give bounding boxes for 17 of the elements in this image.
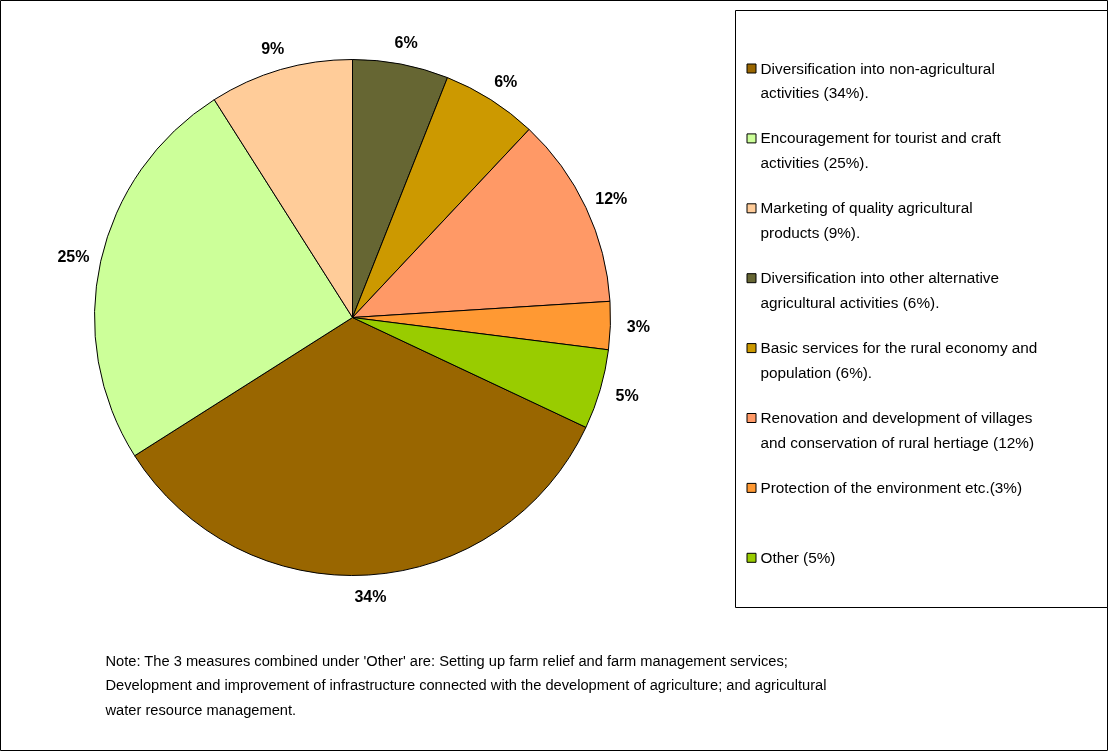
data-label: 9% (261, 40, 285, 58)
legend-label: Basic services for the rural economy and population (6%). (760, 339, 1038, 381)
data-label: 34% (354, 588, 387, 606)
data-label: 3% (626, 317, 650, 335)
legend-label: Diversification into non-agricultural activities (34%). (760, 59, 995, 102)
data-label: 12% (595, 189, 628, 207)
data-label: 25% (57, 247, 90, 265)
legend-label: Other (5%) (760, 548, 836, 566)
data-label: 6% (394, 33, 418, 51)
text: Note: The 3 measures combined under 'Other' are: Setting up farm relief and farm management services; Development and improvement of infrastructure connected with the development of agriculture; and agricultural water resource management. (104, 652, 827, 719)
legend-label: Encouragement for tourist and craft activities (25%). (760, 129, 1002, 172)
legend-label: Protection of the environment etc.(3%) (760, 478, 1023, 496)
legend-label: Diversification into other alternative agricultural activities (6%). (760, 269, 1000, 311)
legend-label: Marketing of quality agricultural products (9%). (760, 199, 973, 241)
legend-label: Renovation and development of villages and conservation of rural hertiage (12%) (760, 409, 1035, 451)
data-label: 6% (494, 72, 518, 90)
data-label: 5% (615, 387, 639, 405)
